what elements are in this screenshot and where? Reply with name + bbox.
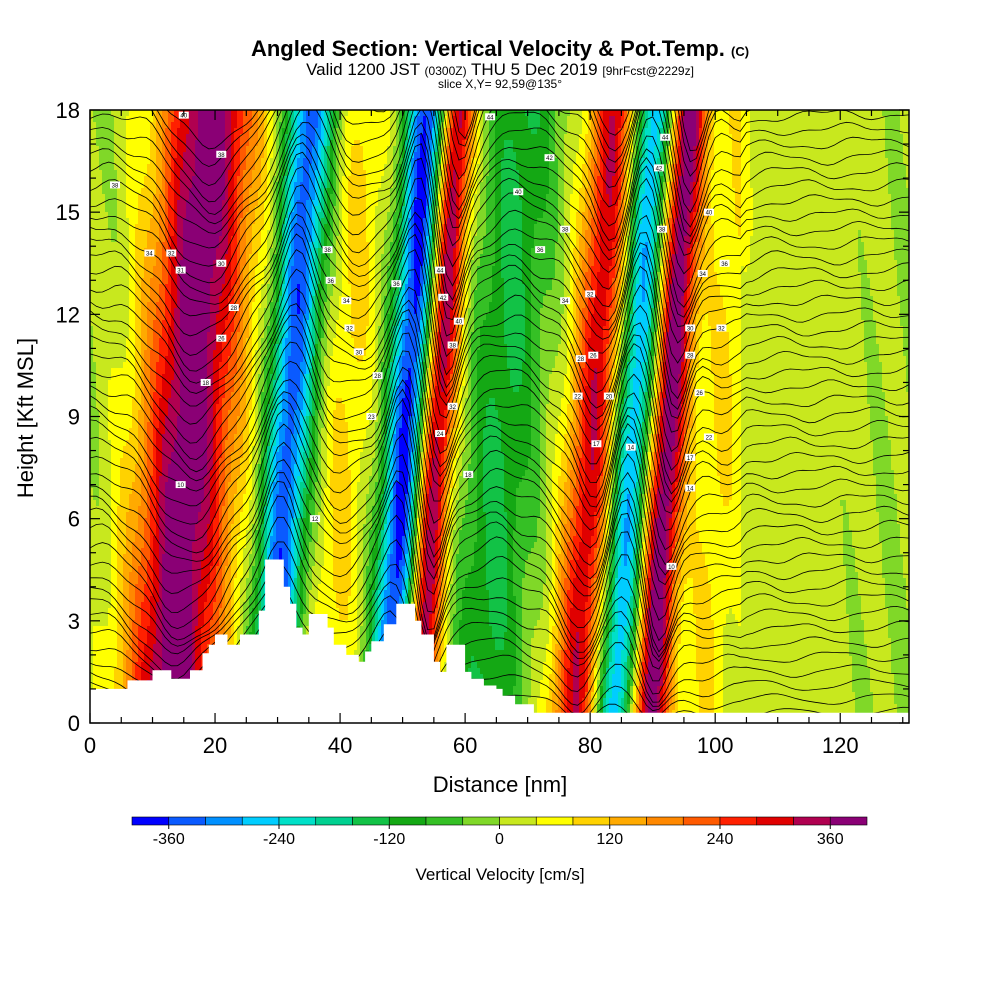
cross-section-chart: 40383834 32313028261810383634323028362312…: [0, 0, 1000, 1000]
